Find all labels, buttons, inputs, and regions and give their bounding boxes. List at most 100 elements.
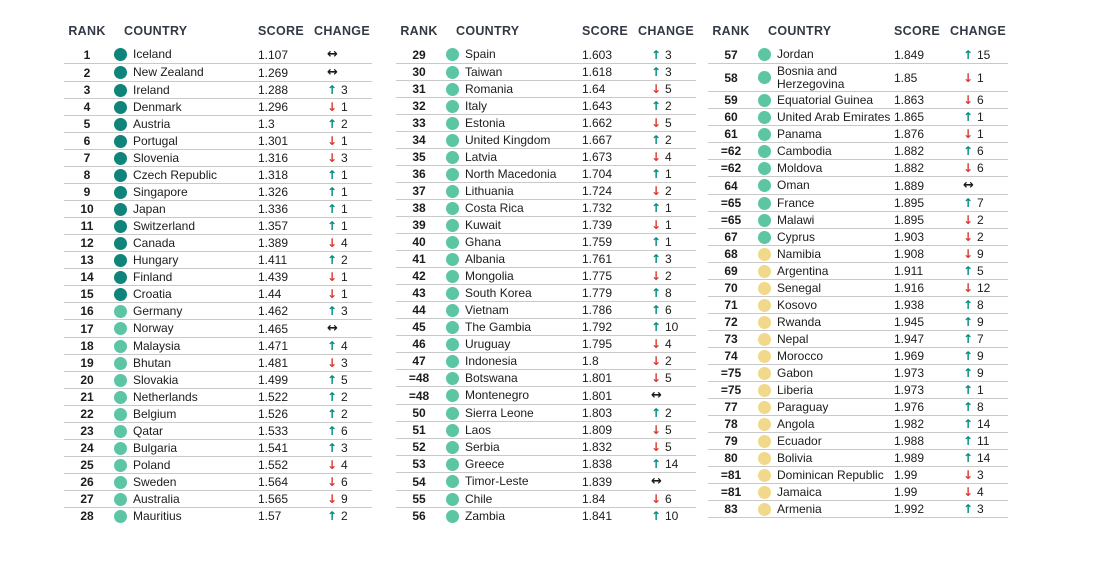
change-value: 8 [977,400,984,414]
rank-cell: 51 [412,423,426,437]
peace-tier-dot-icon [446,303,459,317]
country-name: Greece [465,456,505,471]
change-arrow-icon: ↔ [651,474,662,489]
peace-tier-dot-icon [446,286,459,300]
tier-dot-cell [442,184,464,198]
rank-cell: 4 [83,100,91,114]
tier-dot-cell [442,457,464,471]
peace-tier-dot-icon [114,48,127,61]
rank-cell: 80 [724,451,738,465]
score-cell: 1.301 [258,134,289,148]
change-cell: ↑ 3 [638,252,696,266]
rank-cell: 40 [412,235,426,249]
change-cell: ↑ 3 [314,441,372,455]
peace-tier-dot-icon [114,287,127,301]
change-cell: ↔ [314,47,372,62]
change-arrow-icon: ↑ [327,253,338,267]
change-value: 6 [341,475,348,489]
change-cell: ↓ 2 [638,184,696,198]
peace-tier-dot-icon [114,356,127,370]
tier-dot-cell [754,161,776,175]
tier-dot-cell [754,71,776,84]
change-arrow-icon: ↑ [327,185,338,199]
country-name: Austria [133,116,171,131]
score-cell: 1.982 [894,417,925,431]
score-cell: 1.889 [894,178,925,193]
rank-cell: 24 [80,441,94,455]
table-row: =65 France 1.895 ↑ 7 [708,194,1008,211]
tier-dot-cell [110,492,132,506]
change-value: 2 [977,213,984,227]
tier-dot-cell [442,65,464,79]
peace-tier-dot-icon [446,65,459,79]
change-arrow-icon: ↑ [327,441,338,455]
rank-cell: 25 [80,458,94,472]
change-value: 2 [341,407,348,421]
table-row: 12 Canada 1.389 ↓ 4 [64,234,372,251]
rank-cell: 59 [724,93,738,107]
change-cell: ↑ 1 [638,201,696,215]
rank-cell: 42 [412,269,426,283]
rank-cell: 8 [83,168,91,182]
tier-dot-cell [754,315,776,329]
rank-cell: 31 [412,82,426,96]
table-row: 41 Albania 1.761 ↑ 3 [396,250,696,267]
change-cell: ↑ 3 [950,502,1008,516]
country-name: Laos [465,422,492,437]
rank-cell: 58 [724,70,738,85]
change-value: 8 [665,286,672,300]
peace-tier-dot-icon [446,475,459,488]
country-name: Estonia [465,115,506,130]
country-name: Kuwait [465,217,502,232]
table-row: 16 Germany 1.462 ↑ 3 [64,302,372,319]
country-name: Malawi [777,212,815,227]
change-arrow-icon: ↓ [327,134,338,148]
change-value: 3 [341,304,348,318]
change-value: 4 [341,458,348,472]
table-row: 35 Latvia 1.673 ↓ 4 [396,148,696,165]
change-cell: ↓ 1 [314,287,372,301]
score-cell: 1.838 [582,457,613,471]
change-value: 2 [665,354,672,368]
change-cell: ↑ 6 [638,303,696,317]
change-arrow-icon: ↑ [327,168,338,182]
change-arrow-icon: ↑ [963,110,974,124]
score-cell: 1.938 [894,298,925,312]
score-cell: 1.603 [582,47,613,62]
score-cell: 1.903 [894,230,925,244]
change-cell: ↔ [314,321,372,336]
change-arrow-icon: ↑ [651,201,662,215]
change-arrow-icon: ↓ [651,218,662,232]
score-cell: 1.895 [894,213,925,227]
change-cell: ↑ 2 [314,390,372,404]
score-column-header: SCORE [894,24,940,38]
country-name: Switzerland [133,218,196,233]
change-value: 9 [977,366,984,380]
peace-tier-dot-icon [758,127,771,141]
change-value: 15 [977,47,991,62]
change-cell: ↓ 1 [638,218,696,232]
score-cell: 1.99 [894,468,918,482]
rank-cell: 17 [80,321,94,336]
change-arrow-icon: ↓ [651,337,662,351]
change-value: 5 [665,82,672,96]
rank-cell: =65 [720,213,742,227]
change-arrow-icon: ↑ [327,509,338,523]
change-arrow-icon: ↔ [651,388,662,403]
change-cell: ↑ 2 [638,133,696,147]
score-cell: 1.911 [894,264,924,278]
rank-cell: 61 [724,127,738,141]
peace-tier-dot-icon [758,281,771,295]
change-cell: ↓ 6 [314,475,372,489]
rank-cell: 60 [724,110,738,124]
table-row: 43 South Korea 1.779 ↑ 8 [396,284,696,301]
change-value: 2 [665,406,672,420]
change-value: 3 [341,356,348,370]
change-value: 1 [341,270,348,284]
country-name: Albania [465,251,506,266]
tier-dot-cell [442,201,464,215]
change-arrow-icon: ↑ [651,252,662,266]
tier-dot-cell [110,117,132,131]
table-row: 19 Bhutan 1.481 ↓ 3 [64,354,372,371]
change-cell: ↑ 7 [950,332,1008,346]
